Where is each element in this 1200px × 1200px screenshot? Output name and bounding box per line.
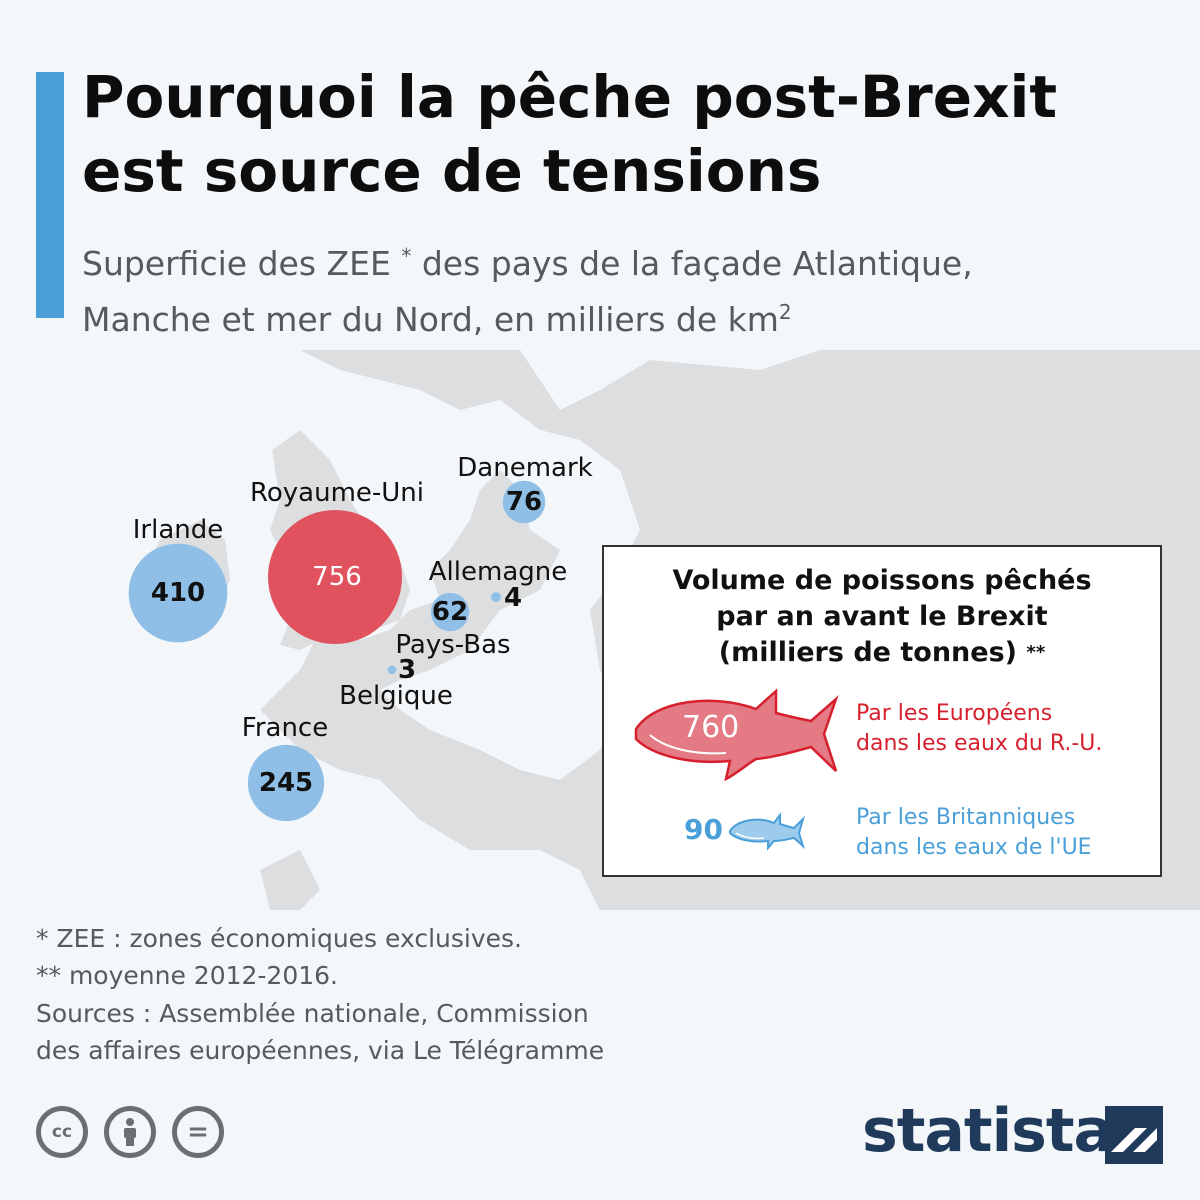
- country-label-danemark: Danemark: [457, 453, 592, 483]
- fish-eu-shape: [634, 688, 839, 782]
- value-label-pays-bas: 4: [504, 583, 522, 613]
- legend-box: Volume de poissons pêchés par an avant l…: [602, 545, 1162, 877]
- accent-bar: [36, 72, 64, 318]
- fish-uk-icon: [729, 812, 806, 851]
- value-label-danemark: 76: [506, 487, 542, 517]
- logo-mark-stroke-1: [1111, 1128, 1147, 1152]
- bubble-irlande: [128, 543, 228, 643]
- value-label-royaume-uni: 756: [312, 562, 362, 592]
- subtitle-unit-sup: 2: [778, 300, 792, 324]
- legend-label-uk-line-2: dans les eaux de l'UE: [856, 835, 1092, 860]
- statista-logo[interactable]: statista: [862, 1096, 1114, 1166]
- fish-eu-icon: [634, 688, 839, 782]
- attribution-icon[interactable]: [104, 1106, 156, 1158]
- legend-label-eu-line-1: Par les Européens: [856, 701, 1053, 726]
- sources-line-1: Sources : Assemblée nationale, Commissio…: [36, 999, 589, 1028]
- sources: Sources : Assemblée nationale, Commissio…: [36, 995, 604, 1069]
- person-body: [124, 1128, 136, 1138]
- bubble-france: [247, 744, 325, 822]
- legend-label-eu: Par les Européens dans les eaux du R.-U.: [856, 699, 1102, 759]
- country-label-pays-bas: Pays-Bas: [395, 630, 510, 660]
- fish-eu-value: 760: [682, 710, 740, 745]
- bubble-layer: Irlande 410 Royaume-Uni 756 Danemark 76 Allema…: [128, 453, 593, 822]
- bubble-royaume-uni: [268, 510, 402, 644]
- person-icon: [124, 1118, 136, 1146]
- license-icons: cc =: [36, 1106, 224, 1158]
- legend-title-line-2: par an avant le Brexit: [716, 601, 1048, 632]
- value-label-allemagne: 62: [432, 597, 468, 627]
- value-label-irlande: 410: [151, 578, 205, 608]
- logo-mark-stroke-2: [1133, 1128, 1157, 1152]
- subtitle-footnote-star: *: [401, 244, 412, 268]
- fish-uk-shape: [729, 812, 806, 851]
- legend-title-stars: **: [1026, 642, 1046, 663]
- country-label-belgique: Belgique: [339, 681, 453, 711]
- fish-uk-line: [735, 832, 765, 840]
- legend-title-line-3: (milliers de tonnes): [718, 637, 1018, 668]
- no-derivatives-icon[interactable]: =: [172, 1106, 224, 1158]
- country-label-irlande: Irlande: [133, 515, 224, 545]
- legend-title: Volume de poissons pêchés par an avant l…: [604, 563, 1160, 671]
- statista-logo-mark-icon: [1105, 1106, 1163, 1164]
- footnote-1: * ZEE : zones économiques exclusives.: [36, 924, 522, 953]
- legend-title-line-1: Volume de poissons pêchés: [672, 565, 1092, 596]
- bubble-allemagne: [430, 592, 470, 632]
- footnote-2: ** moyenne 2012-2016.: [36, 961, 339, 990]
- subtitle-part-2: des pays de la façade Atlantique,: [421, 244, 973, 283]
- subtitle-part-1: Superficie des ZEE: [82, 244, 391, 283]
- sources-line-2: des affaires européennes, via Le Télégra…: [36, 1036, 605, 1065]
- person-legs: [126, 1137, 134, 1146]
- cc-icon[interactable]: cc: [36, 1106, 88, 1158]
- chart-subtitle: Superficie des ZEE * des pays de la faça…: [82, 232, 973, 344]
- title-line-1: Pourquoi la pêche post-Brexit: [82, 63, 1058, 131]
- country-label-royaume-uni: Royaume-Uni: [250, 478, 424, 508]
- fish-eu-line: [649, 734, 727, 755]
- footnotes: * ZEE : zones économiques exclusives. **…: [36, 920, 522, 994]
- coast-south-shape: [260, 850, 320, 910]
- fish-uk-value: 90: [684, 813, 723, 846]
- bubble-pays-bas: [491, 592, 501, 602]
- bubble-belgique: [387, 665, 397, 675]
- person-head: [126, 1118, 134, 1126]
- bubble-danemark: [502, 480, 546, 524]
- title-line-2: est source de tensions: [82, 137, 822, 205]
- value-label-france: 245: [259, 768, 313, 798]
- country-label-france: France: [242, 713, 328, 743]
- legend-label-uk-line-1: Par les Britanniques: [856, 805, 1076, 830]
- legend-label-uk: Par les Britanniques dans les eaux de l'…: [856, 803, 1092, 863]
- legend-label-eu-line-2: dans les eaux du R.-U.: [856, 731, 1103, 756]
- subtitle-line-2: Manche et mer du Nord, en milliers de km: [82, 300, 779, 339]
- chart-title: Pourquoi la pêche post-Brexit est source…: [82, 60, 1057, 208]
- value-label-belgique: 3: [398, 655, 416, 685]
- country-label-allemagne: Allemagne: [429, 557, 567, 587]
